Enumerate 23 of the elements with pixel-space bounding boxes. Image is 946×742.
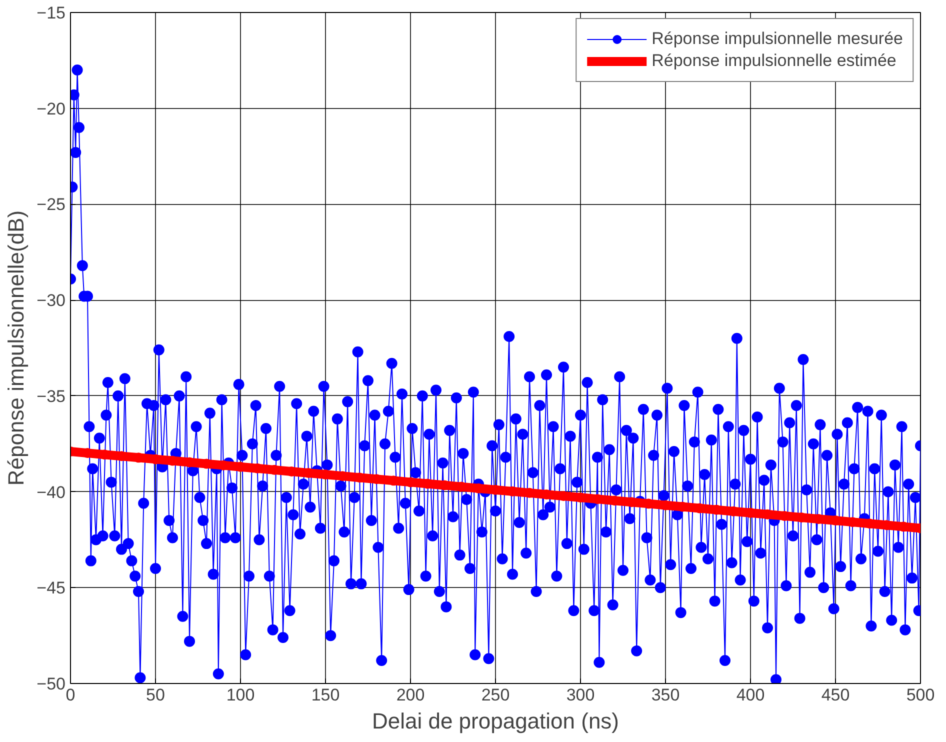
x-tick-label: 50 [146,686,165,704]
y-tick-label: −35 [36,386,66,406]
legend-label: Réponse impulsionnelle estimée [652,51,896,71]
x-axis-title: Delai de propagation (ns) [372,708,620,734]
y-tick-label: −20 [36,99,66,118]
y-axis-title: Réponse impulsionnelle(dB) [4,210,29,486]
x-tick-label: 100 [226,686,255,704]
x-tick-label: 0 [66,686,76,704]
x-tick-label: 150 [311,686,340,704]
y-tick-label: −50 [36,674,66,694]
y-tick-label: −30 [36,291,66,310]
y-tick-label: −25 [36,195,66,214]
x-tick-label: 300 [566,686,595,704]
x-tick-label: 250 [481,686,510,704]
x-tick-label: 400 [736,686,765,704]
legend-label: Réponse impulsionnelle mesurée [652,29,903,49]
y-tick-label: −40 [36,482,66,502]
y-tick-label: −15 [36,4,66,22]
x-tick-label: 450 [821,686,850,704]
y-tick-label: −45 [36,578,66,598]
x-tick-label: 350 [651,686,680,704]
x-tick-label: 200 [396,686,425,704]
x-tick-label: 500 [906,686,935,704]
